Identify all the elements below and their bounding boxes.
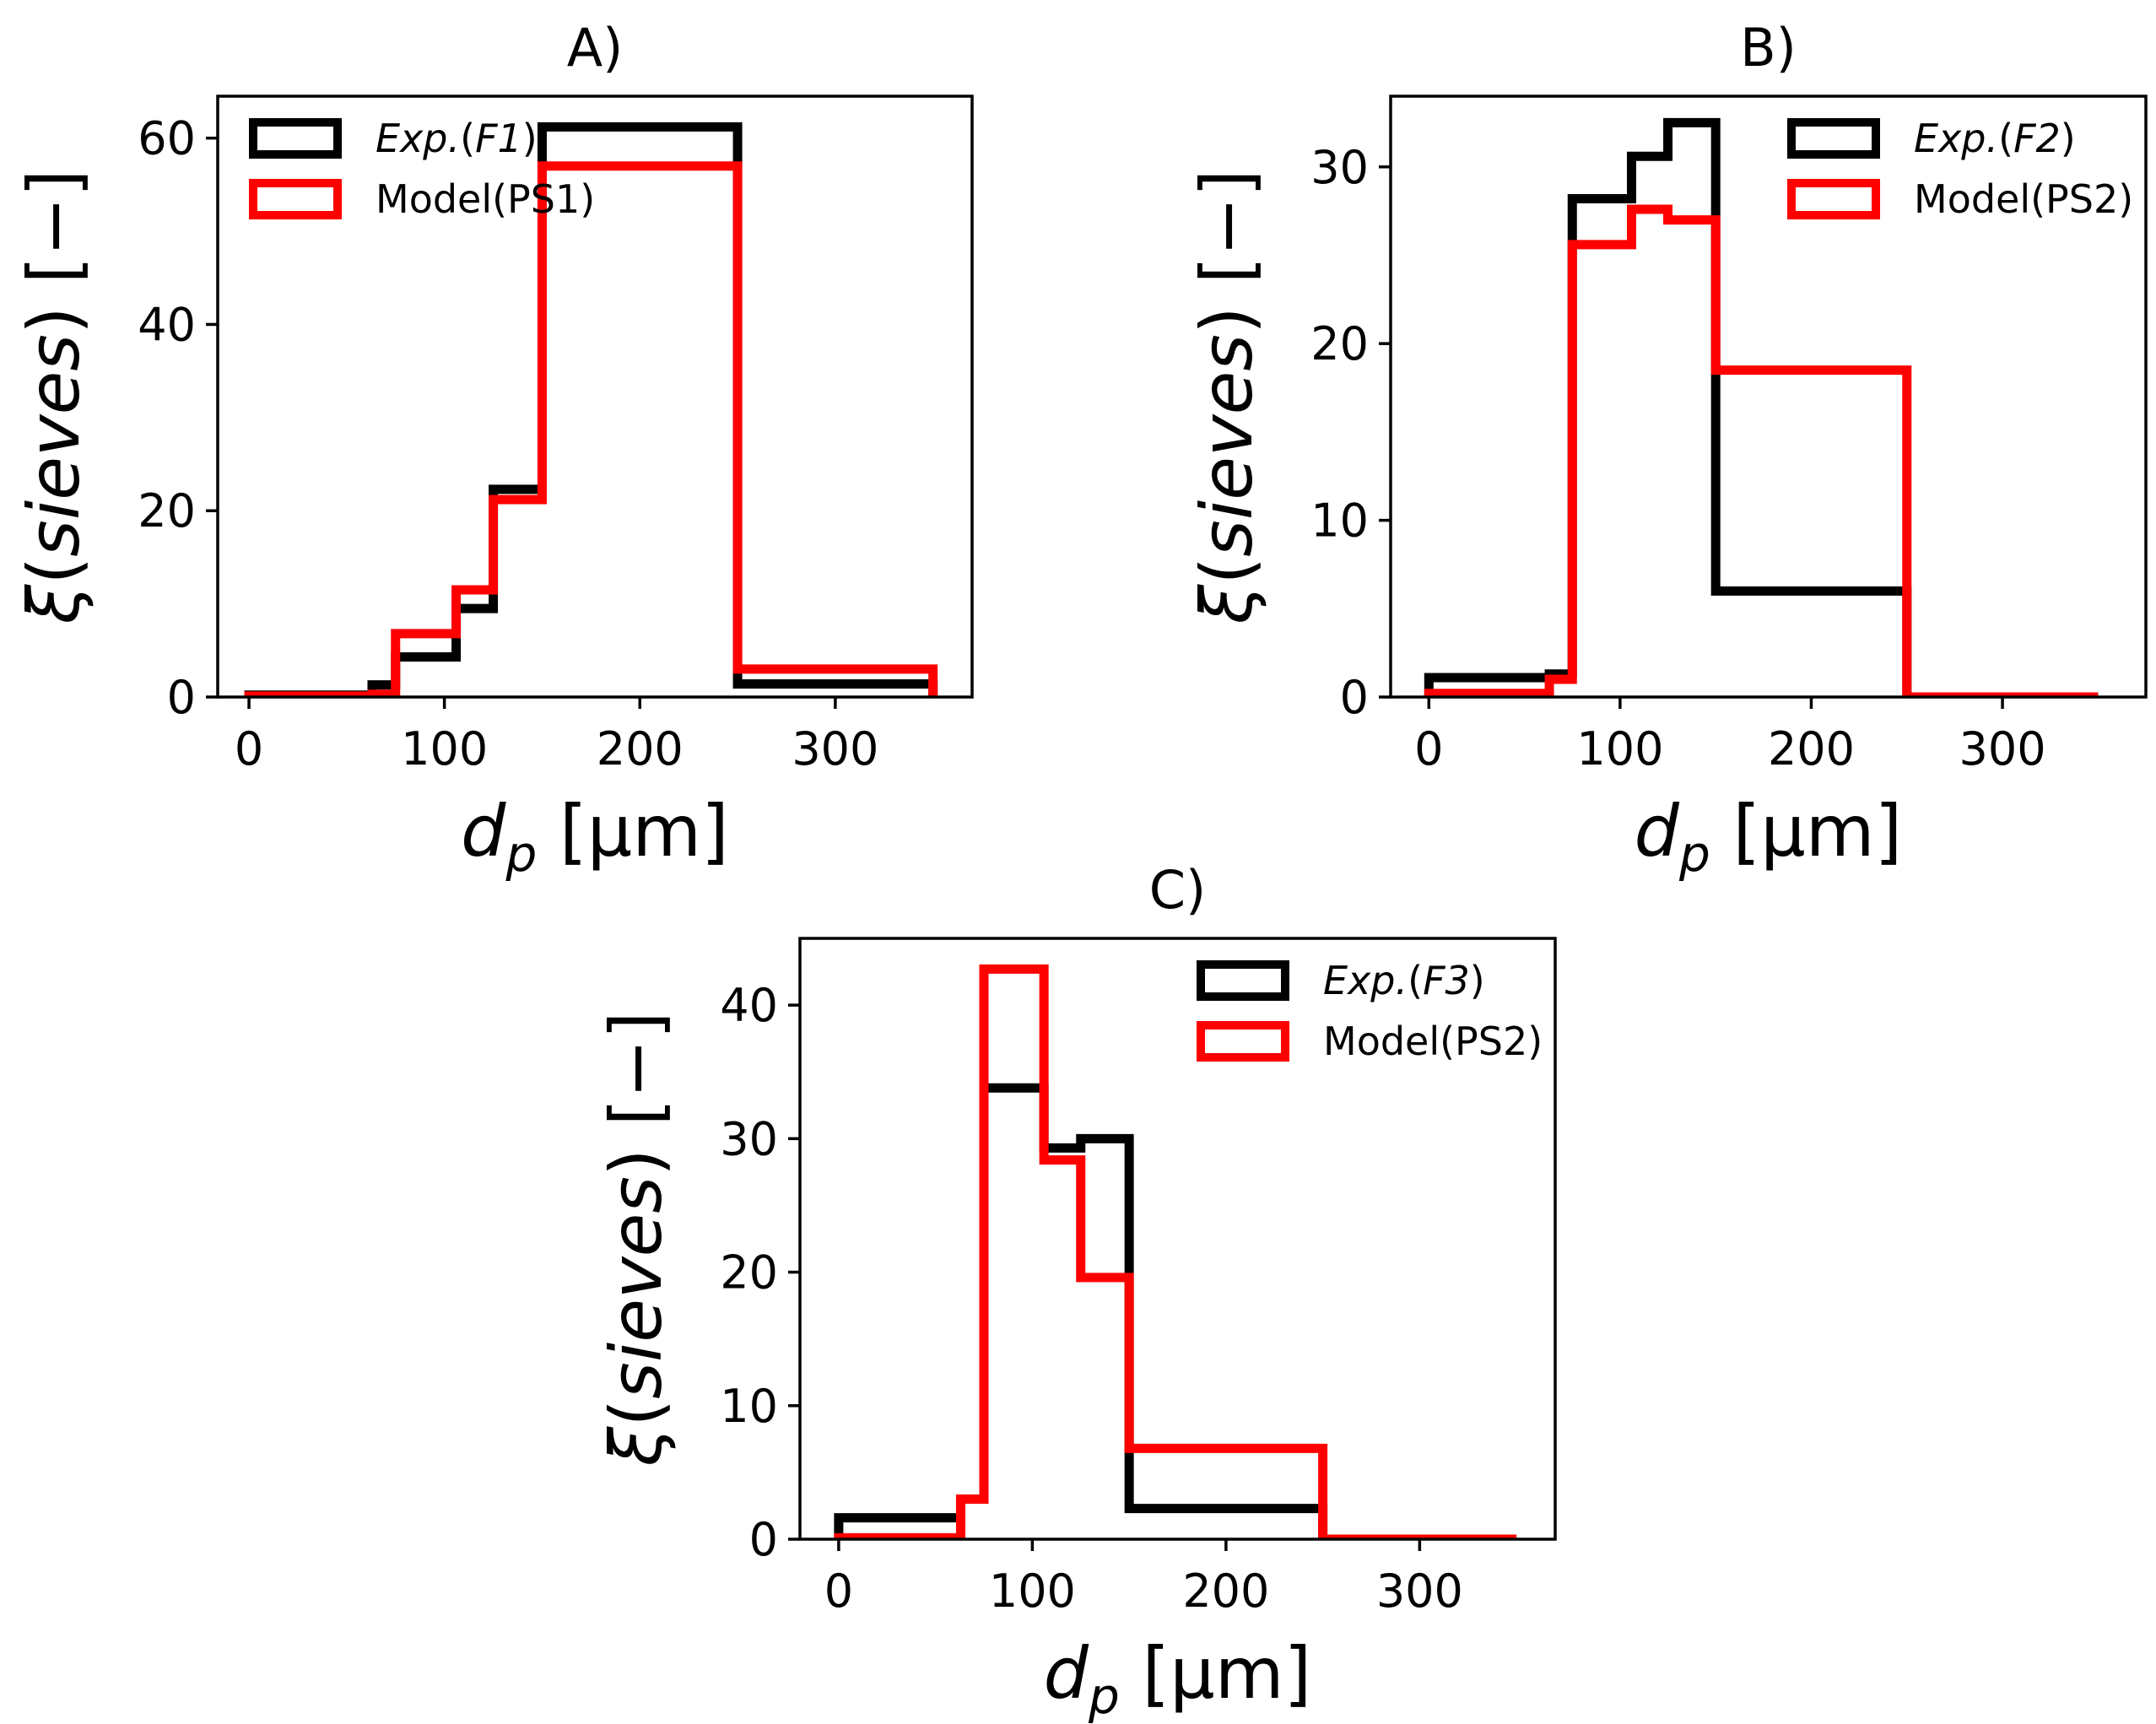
y-tick-label: 0 xyxy=(749,1513,778,1566)
legend-swatch xyxy=(1787,118,1880,159)
x-tick-label: 200 xyxy=(1182,1565,1269,1618)
chart-panel-3: 0 100 200 300 0 10 20 30 40 C) dp [μm] ξ(sieves) [−… xyxy=(595,859,1557,1724)
series-exp-line xyxy=(834,1083,1517,1539)
y-tick-label: 20 xyxy=(138,484,196,538)
x-axis-label: dp [μm] xyxy=(1044,1632,1312,1724)
y-tick-label: 30 xyxy=(1310,141,1369,194)
y-tick-label: 10 xyxy=(1310,495,1369,548)
x-axis-label: dp [μm] xyxy=(461,790,729,883)
y-tick-label: 20 xyxy=(1310,317,1369,370)
series-model-line xyxy=(834,964,1517,1539)
legend-swatch xyxy=(249,118,342,159)
x-tick-label: 0 xyxy=(824,1565,853,1618)
plot-frame xyxy=(216,95,974,699)
legend-swatch xyxy=(1787,179,1880,219)
y-tick-label: 40 xyxy=(720,979,778,1032)
series-model-line xyxy=(1424,204,2099,697)
y-tick-label: 60 xyxy=(138,112,196,165)
x-axis-label: dp [μm] xyxy=(1635,790,1903,883)
legend-label: Exp.(F2) xyxy=(1914,116,2076,161)
legend-label: Exp.(F3) xyxy=(1323,958,1485,1003)
chart-panel-2: 0 100 200 300 0 10 20 30 B) dp [μm] ξ(sieves) [−] E… xyxy=(1186,17,2148,883)
x-tick-label: 300 xyxy=(792,722,878,776)
x-tick-label: 200 xyxy=(1768,722,1855,776)
plot-frame xyxy=(1389,95,2148,699)
panel-title: C) xyxy=(1149,859,1206,921)
plot-frame xyxy=(798,937,1557,1541)
legend: Exp.(F1) Model(PS1) xyxy=(249,116,595,222)
x-tick-label: 0 xyxy=(235,722,263,776)
y-tick-label: 0 xyxy=(167,671,196,724)
legend-swatch xyxy=(1197,1021,1289,1062)
x-tick-label: 0 xyxy=(1414,722,1443,776)
legend: Exp.(F3) Model(PS2) xyxy=(1197,958,1543,1064)
series-model-line xyxy=(244,161,938,697)
panel-title: A) xyxy=(567,17,624,78)
legend: Exp.(F2) Model(PS2) xyxy=(1787,116,2133,222)
y-tick-label: 20 xyxy=(720,1246,778,1300)
legend-label: Model(PS2) xyxy=(1323,1019,1543,1064)
legend-label: Exp.(F1) xyxy=(376,116,538,161)
panel-title: B) xyxy=(1740,17,1797,78)
y-tick-label: 10 xyxy=(720,1380,778,1433)
y-axis-label: ξ(sieves) [−] xyxy=(13,170,95,625)
y-tick-label: 30 xyxy=(720,1112,778,1165)
x-tick-label: 100 xyxy=(1576,722,1663,776)
x-tick-label: 200 xyxy=(597,722,684,776)
x-tick-label: 300 xyxy=(1376,1565,1463,1618)
legend-label: Model(PS2) xyxy=(1914,176,2133,222)
legend-swatch xyxy=(1197,960,1289,1001)
legend-swatch xyxy=(249,179,342,219)
x-tick-label: 100 xyxy=(401,722,488,776)
chart-panel-1: 0 100 200 300 0 20 40 60 A) dp [μm] ξ(sieves) [−] E… xyxy=(13,17,974,883)
x-tick-label: 100 xyxy=(989,1565,1076,1618)
y-tick-label: 40 xyxy=(138,298,196,351)
y-tick-label: 0 xyxy=(1340,671,1369,724)
x-tick-label: 300 xyxy=(1959,722,2046,776)
y-axis-label: ξ(sieves) [−] xyxy=(1186,170,1268,625)
y-axis-label: ξ(sieves) [−] xyxy=(595,1012,678,1467)
legend-label: Model(PS1) xyxy=(376,176,595,222)
